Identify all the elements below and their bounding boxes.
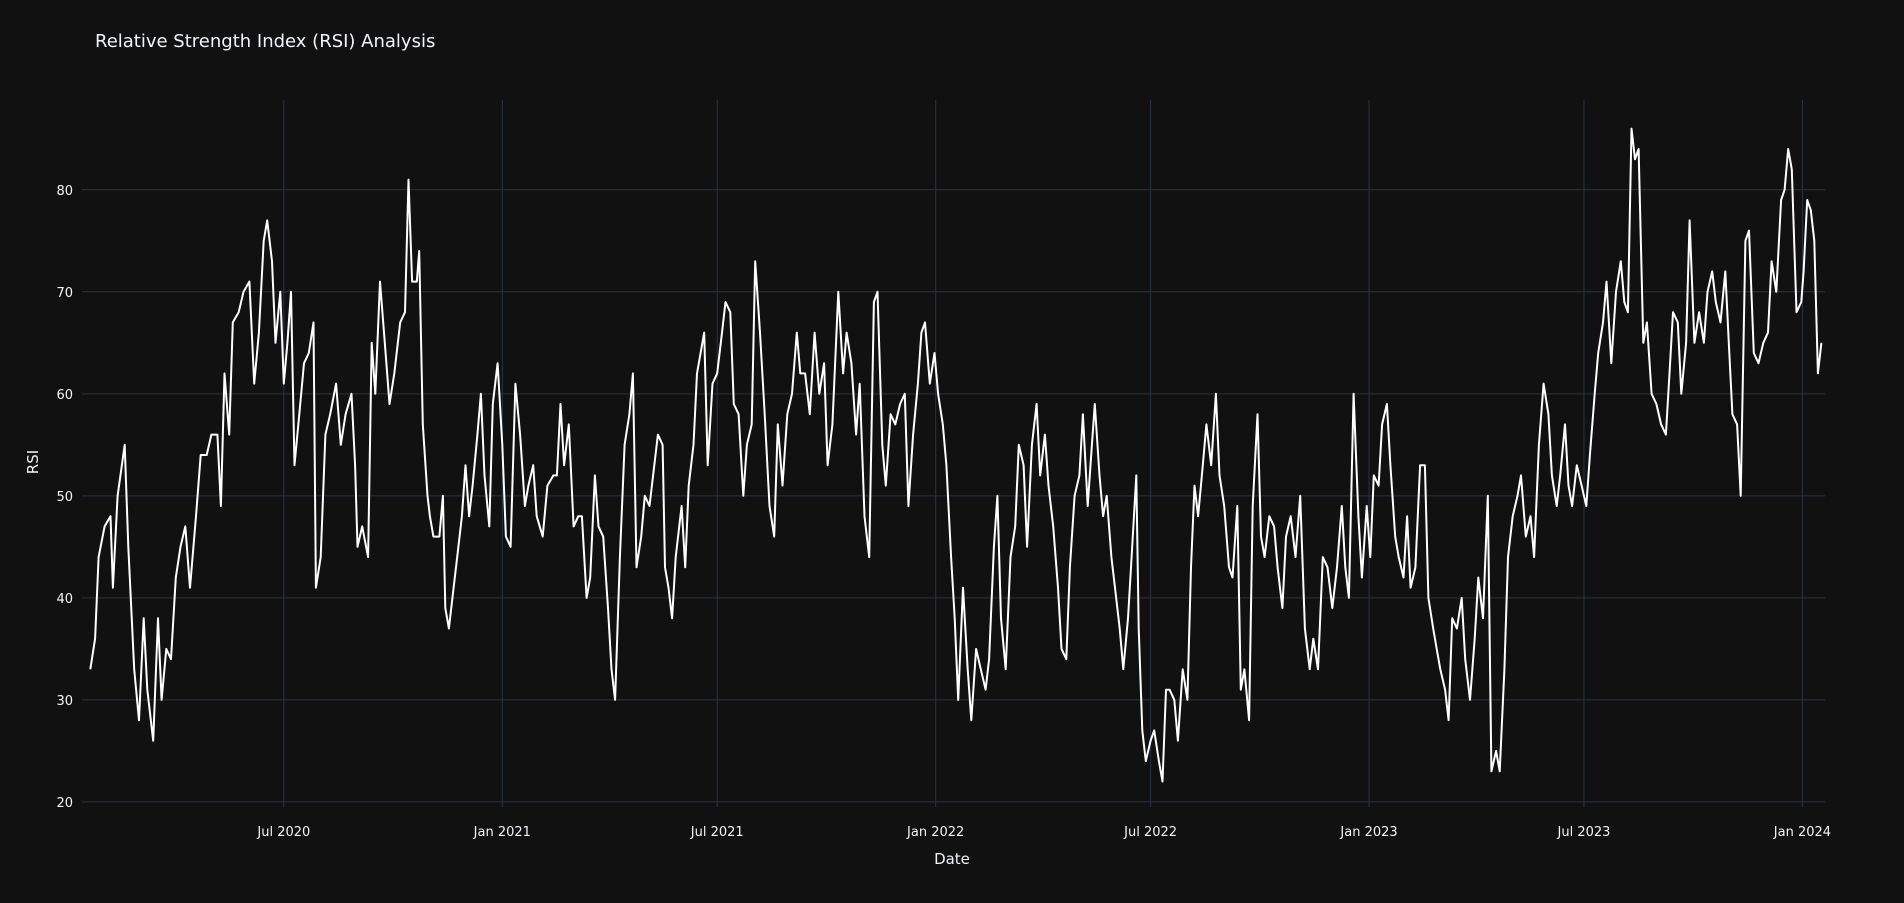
y-tick-label: 80: [56, 184, 73, 199]
x-tick-label: Jan 2021: [473, 825, 531, 840]
y-tick-label: 70: [56, 286, 73, 301]
chart-title: Relative Strength Index (RSI) Analysis: [95, 31, 436, 52]
x-tick-label: Jan 2022: [906, 825, 964, 840]
line-layer: [89, 127, 1823, 783]
x-tick-label: Jan 2024: [1773, 825, 1831, 840]
rsi-series-line: [89, 127, 1823, 783]
x-axis-title: Date: [934, 850, 970, 868]
y-tick-label: 60: [56, 388, 73, 403]
y-tick-label: 30: [56, 694, 73, 709]
grid-layer: [82, 100, 1825, 807]
x-tick-label: Jul 2021: [690, 825, 744, 840]
x-tick-label: Jul 2022: [1123, 825, 1177, 840]
label-layer: 20 30 40 50 60 70 80 Jul 2020 Jan 2021 Jul 2021 Ja…: [56, 184, 1831, 840]
x-tick-label: Jul 2023: [1557, 825, 1611, 840]
x-tick-label: Jan 2023: [1339, 825, 1397, 840]
y-tick-label: 40: [56, 592, 73, 607]
y-axis-title: RSI: [24, 450, 42, 474]
x-tick-label: Jul 2020: [256, 825, 310, 840]
y-tick-label: 50: [56, 490, 73, 505]
y-tick-label: 20: [56, 796, 73, 811]
